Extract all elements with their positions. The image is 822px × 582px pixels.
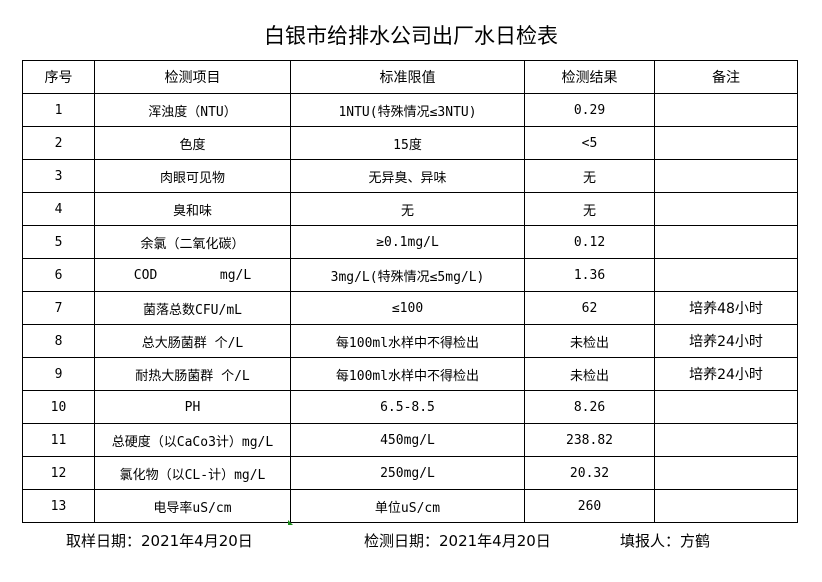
page-title: 白银市给排水公司出厂水日检表 (264, 24, 558, 48)
remark (654, 390, 798, 424)
sampling-date: 取样日期：2021年4月20日 (66, 532, 253, 550)
table-row: 1 浑浊度（NTU） 1NTU(特殊情况≤3NTU) 0.29 (22, 93, 798, 127)
standard-limit: 无异臭、异味 (290, 159, 525, 193)
inspection-table: 序号 检测项目 标准限值 检测结果 备注 1 浑浊度（NTU） 1NTU(特殊情况≤3NTU… (22, 60, 798, 523)
test-item: 色度 (94, 126, 291, 160)
standard-limit: 450mg/L (290, 423, 525, 457)
table-row: 12 氯化物（以CL-计）mg/L 250mg/L 20.32 (22, 456, 798, 490)
test-result: 无 (524, 192, 655, 226)
test-item: 臭和味 (94, 192, 291, 226)
test-item: 总硬度（以CaCo3计）mg/L (94, 423, 291, 457)
standard-limit: ≥0.1mg/L (290, 225, 525, 259)
remark: 培养24小时 (654, 324, 798, 358)
test-result: 未检出 (524, 357, 655, 391)
table-row: 10 PH 6.5-8.5 8.26 (22, 390, 798, 424)
test-item: PH (94, 390, 291, 424)
test-item: COD mg/L (94, 258, 291, 292)
table-header-row: 序号 检测项目 标准限值 检测结果 备注 (22, 60, 798, 94)
table-row: 4 臭和味无无 (22, 192, 798, 226)
header-cell: 检测结果 (524, 60, 655, 94)
test-result: 未检出 (524, 324, 655, 358)
table-row: 9 耐热大肠菌群 个/L 每100ml水样中不得检出 未检出 培养24小时 (22, 357, 798, 391)
test-item: 总大肠菌群 个/L (94, 324, 291, 358)
header-cell: 检测项目 (94, 60, 291, 94)
remark (654, 258, 798, 292)
row-number: 4 (22, 192, 95, 226)
remark (654, 225, 798, 259)
reporter: 填报人：方鹤 (620, 532, 711, 550)
standard-limit: 每100ml水样中不得检出 (290, 324, 525, 358)
test-result: 8.26 (524, 390, 655, 424)
test-result: 238.82 (524, 423, 655, 457)
test-result: 1.36 (524, 258, 655, 292)
standard-limit: 3mg/L(特殊情况≤5mg/L) (290, 258, 525, 292)
test-item: 浑浊度（NTU） (94, 93, 291, 127)
test-result: 20.32 (524, 456, 655, 490)
table-row: 3 肉眼可见物 无异臭、异味无 (22, 159, 798, 193)
test-item: 余氯（二氧化碳） (94, 225, 291, 259)
test-result: 0.12 (524, 225, 655, 259)
cell-marker-icon (288, 520, 293, 525)
header-cell: 标准限值 (290, 60, 525, 94)
remark (654, 93, 798, 127)
row-number: 10 (22, 390, 95, 424)
remark (654, 192, 798, 226)
remark (654, 423, 798, 457)
standard-limit: ≤100 (290, 291, 525, 325)
header-cell: 序号 (22, 60, 95, 94)
row-number: 12 (22, 456, 95, 490)
standard-limit: 250mg/L (290, 456, 525, 490)
table-row: 8 总大肠菌群 个/L 每100ml水样中不得检出 未检出 培养24小时 (22, 324, 798, 358)
table-row: 6 COD mg/L 3mg/L(特殊情况≤5mg/L) 1.36 (22, 258, 798, 292)
test-item: 氯化物（以CL-计）mg/L (94, 456, 291, 490)
header-cell: 备注 (654, 60, 798, 94)
table-row: 7 菌落总数CFU/mL ≤100 62 培养48小时 (22, 291, 798, 325)
standard-limit: 1NTU(特殊情况≤3NTU) (290, 93, 525, 127)
remark (654, 126, 798, 160)
row-number: 1 (22, 93, 95, 127)
table-row: 5 余氯（二氧化碳） ≥0.1mg/L 0.12 (22, 225, 798, 259)
test-item: 肉眼可见物 (94, 159, 291, 193)
test-item: 电导率uS/cm (94, 489, 291, 523)
test-result: 0.29 (524, 93, 655, 127)
table-row: 2 色度 15度 <5 (22, 126, 798, 160)
row-number: 13 (22, 489, 95, 523)
standard-limit: 无 (290, 192, 525, 226)
remark (654, 489, 798, 523)
remark (654, 159, 798, 193)
row-number: 2 (22, 126, 95, 160)
remark: 培养48小时 (654, 291, 798, 325)
row-number: 3 (22, 159, 95, 193)
row-number: 9 (22, 357, 95, 391)
test-result: 62 (524, 291, 655, 325)
table-row: 13 电导率uS/cm 单位uS/cm 260 (22, 489, 798, 523)
test-item: 菌落总数CFU/mL (94, 291, 291, 325)
row-number: 5 (22, 225, 95, 259)
remark (654, 456, 798, 490)
row-number: 6 (22, 258, 95, 292)
test-result: 无 (524, 159, 655, 193)
test-result: <5 (524, 126, 655, 160)
standard-limit: 单位uS/cm (290, 489, 525, 523)
test-date: 检测日期：2021年4月20日 (364, 532, 551, 550)
standard-limit: 15度 (290, 126, 525, 160)
remark: 培养24小时 (654, 357, 798, 391)
test-result: 260 (524, 489, 655, 523)
row-number: 8 (22, 324, 95, 358)
table-row: 11 总硬度（以CaCo3计）mg/L 450mg/L 238.82 (22, 423, 798, 457)
standard-limit: 每100ml水样中不得检出 (290, 357, 525, 391)
test-item: 耐热大肠菌群 个/L (94, 357, 291, 391)
row-number: 11 (22, 423, 95, 457)
standard-limit: 6.5-8.5 (290, 390, 525, 424)
row-number: 7 (22, 291, 95, 325)
